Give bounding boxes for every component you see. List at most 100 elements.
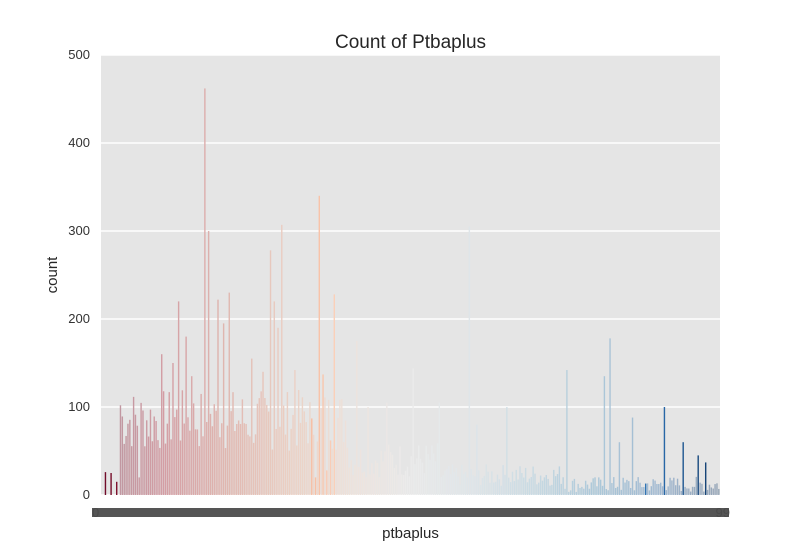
bar xyxy=(586,484,589,495)
bar xyxy=(496,474,499,495)
bar xyxy=(204,88,206,495)
bar xyxy=(643,487,645,495)
bar xyxy=(716,483,718,495)
bar xyxy=(704,462,707,495)
bar xyxy=(513,481,516,495)
bar xyxy=(221,423,223,495)
x-tick-labels: 0 99 xyxy=(92,505,730,520)
bar xyxy=(583,488,585,495)
bar xyxy=(142,410,144,495)
bar xyxy=(144,446,146,495)
bar xyxy=(412,368,414,495)
bar xyxy=(123,443,125,495)
bar xyxy=(209,413,212,495)
bar xyxy=(479,485,482,495)
bar xyxy=(357,466,360,495)
bar xyxy=(667,486,669,495)
bar xyxy=(286,392,289,495)
bar xyxy=(530,477,532,495)
bar xyxy=(472,475,474,495)
bar xyxy=(187,417,189,495)
bar xyxy=(633,490,636,495)
bar xyxy=(629,487,632,495)
bar xyxy=(329,440,332,495)
bar xyxy=(526,482,529,495)
bar xyxy=(230,411,232,495)
bar xyxy=(140,402,142,495)
bar xyxy=(470,468,472,495)
bar xyxy=(502,465,504,495)
bar xyxy=(588,488,591,495)
bar xyxy=(598,477,600,495)
bar xyxy=(577,483,579,495)
bar xyxy=(153,416,155,495)
bar xyxy=(515,469,517,495)
bar xyxy=(384,451,386,495)
bar xyxy=(601,485,604,495)
bar xyxy=(410,456,412,495)
x-tick-label-strip xyxy=(92,508,729,517)
bar xyxy=(418,445,420,495)
bar xyxy=(164,443,167,495)
bar xyxy=(521,473,523,495)
bar xyxy=(401,474,403,495)
bar xyxy=(386,402,388,495)
bar xyxy=(560,483,562,495)
bar xyxy=(129,419,131,495)
y-tick-labels: 0 100 200 300 400 500 xyxy=(68,47,90,502)
bar xyxy=(350,460,352,495)
bar xyxy=(331,448,334,495)
bar xyxy=(573,478,576,495)
bar xyxy=(656,484,658,495)
bar xyxy=(327,399,330,495)
bar xyxy=(534,473,536,495)
bar xyxy=(448,466,450,495)
bar xyxy=(378,477,381,495)
bar xyxy=(363,471,366,495)
bar xyxy=(701,483,703,495)
bar xyxy=(342,442,345,495)
bar xyxy=(134,414,137,495)
bar xyxy=(676,478,679,495)
bar xyxy=(207,231,210,495)
bar xyxy=(252,442,255,495)
bar xyxy=(500,485,502,495)
bar xyxy=(147,436,150,495)
bar xyxy=(121,416,124,495)
bar xyxy=(371,463,373,495)
bar xyxy=(461,464,463,495)
bar xyxy=(314,477,317,495)
bar xyxy=(341,399,343,495)
bar xyxy=(339,399,341,495)
bar xyxy=(194,429,197,495)
bar xyxy=(489,482,491,495)
bar xyxy=(547,478,549,495)
bar xyxy=(222,323,225,495)
bar xyxy=(324,397,326,495)
bar xyxy=(104,472,107,495)
bar xyxy=(669,477,671,495)
bar xyxy=(202,436,204,495)
bar xyxy=(639,482,641,495)
bar xyxy=(663,407,666,495)
bar xyxy=(708,484,711,495)
bar xyxy=(658,484,660,495)
bar xyxy=(421,462,424,495)
bar xyxy=(361,472,364,495)
bar xyxy=(551,484,553,495)
bar xyxy=(125,435,127,495)
bar xyxy=(168,392,170,495)
bar xyxy=(714,484,716,495)
plot-background xyxy=(101,55,720,495)
bar xyxy=(179,440,182,495)
bar xyxy=(294,370,296,495)
bar xyxy=(620,489,622,495)
bar xyxy=(541,480,544,495)
bar xyxy=(611,483,613,495)
bar xyxy=(406,466,409,495)
bar xyxy=(219,437,221,495)
bar xyxy=(558,466,561,495)
bar xyxy=(301,397,304,495)
bar xyxy=(305,422,307,495)
